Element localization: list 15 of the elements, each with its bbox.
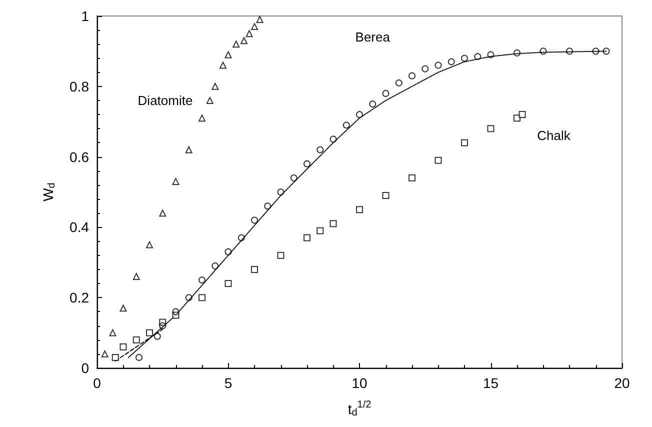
y-tick-label: 1 xyxy=(81,8,90,24)
x-tick-label: 20 xyxy=(614,375,630,391)
x-tick-label: 15 xyxy=(482,375,499,391)
y-axis-title: Wd xyxy=(40,182,58,202)
series-label: Chalk xyxy=(537,128,571,144)
y-tick-label: 0.4 xyxy=(70,219,90,236)
y-tick-label: 0.2 xyxy=(70,290,90,306)
series-label: Diatomite xyxy=(138,92,193,108)
y-tick-label: 0 xyxy=(81,360,90,376)
text: Berea xyxy=(355,30,391,45)
x-tick-label: 10 xyxy=(352,375,368,391)
y-tick-label: 0.6 xyxy=(70,148,90,165)
x-tick-label: 0 xyxy=(93,375,102,391)
x-tick-label: 5 xyxy=(224,375,232,391)
y-tick-label: 0.8 xyxy=(70,78,90,94)
